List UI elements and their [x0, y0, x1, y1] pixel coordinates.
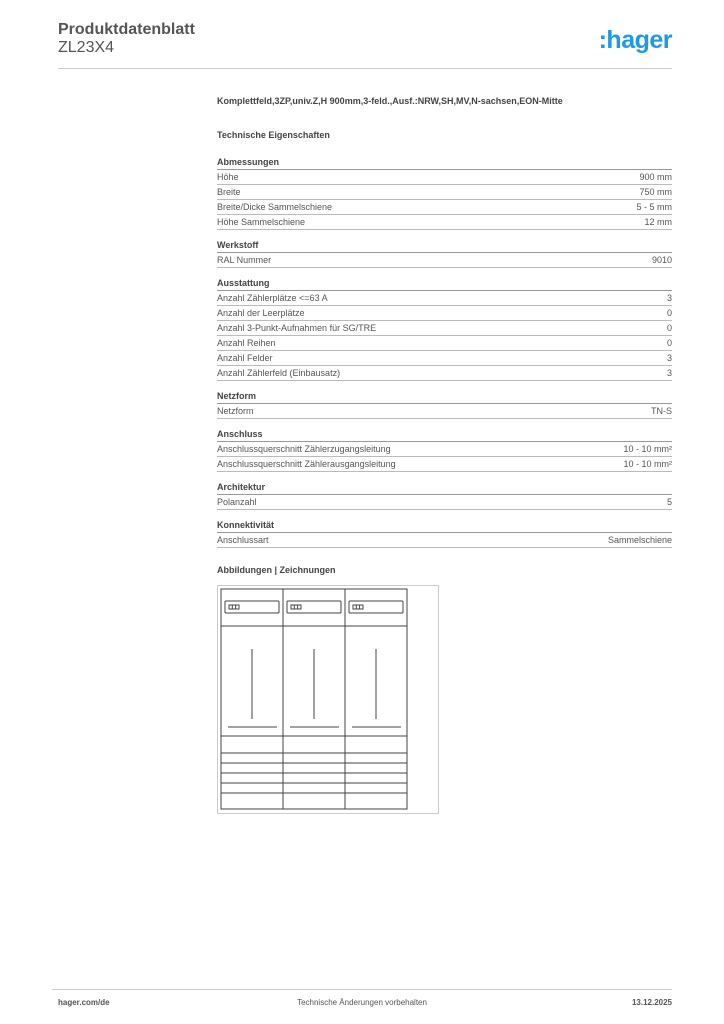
spec-value: 3 — [666, 353, 672, 363]
section-title: Architektur — [217, 481, 672, 495]
footer-date: 13.12.2025 — [631, 998, 672, 1007]
spec-label: Breite/Dicke Sammelschiene — [217, 202, 333, 212]
spec-value: 750 mm — [639, 187, 672, 197]
spec-label: Anzahl der Leerplätze — [217, 308, 305, 318]
spec-row: Anschlussart Sammelschiene — [217, 533, 672, 548]
spec-section: Ausstattung Anzahl Zählerplätze <=63 A 3 An… — [217, 277, 672, 381]
terminal-icon — [352, 604, 364, 610]
spec-row: Anzahl der Leerplätze 0 — [217, 306, 672, 321]
spec-value: 10 - 10 mm² — [623, 444, 672, 454]
spec-row: Polanzahl 5 — [217, 495, 672, 510]
spec-value: 5 - 5 mm — [636, 202, 672, 212]
spec-section: Abmessungen Höhe 900 mm Breite 750 mm Breite/… — [217, 156, 672, 230]
spec-section: Werkstoff RAL Nummer 9010 — [217, 239, 672, 268]
spec-section: Anschluss Anschlussquerschnitt Zählerzuga… — [217, 428, 672, 472]
spec-value: 5 — [666, 497, 672, 507]
meter-label-plate — [224, 600, 280, 614]
spec-row: Breite 750 mm — [217, 185, 672, 200]
spec-row: Anzahl 3-Punkt-Aufnahmen für SG/TRE 0 — [217, 321, 672, 336]
specs-table: Abmessungen Höhe 900 mm Breite 750 mm Breite/… — [217, 156, 672, 557]
spec-label: Anschlussquerschnitt Zählerzugangsleitun… — [217, 444, 391, 454]
spec-row: Anschlussquerschnitt Zählerausgangsleitu… — [217, 457, 672, 472]
spec-value: 0 — [666, 338, 672, 348]
meter-cabinet-drawing — [220, 588, 408, 810]
section-title: Abmessungen — [217, 156, 672, 170]
spec-section: Architektur Polanzahl 5 — [217, 481, 672, 510]
page-title: Produktdatenblatt — [58, 21, 195, 38]
spec-label: Höhe Sammelschiene — [217, 217, 306, 227]
spec-label: Anzahl 3-Punkt-Aufnahmen für SG/TRE — [217, 323, 377, 333]
terminal-icon — [228, 604, 240, 610]
product-drawing — [217, 585, 439, 814]
spec-row: Anzahl Zählerfeld (Einbausatz) 3 — [217, 366, 672, 381]
spec-value: 3 — [666, 368, 672, 378]
spec-row: RAL Nummer 9010 — [217, 253, 672, 268]
spec-label: Anschlussquerschnitt Zählerausgangsleitu… — [217, 459, 396, 469]
footer-notice: Technische Änderungen vorbehalten — [297, 998, 427, 1007]
meter-label-plate — [348, 600, 404, 614]
section-title: Werkstoff — [217, 239, 672, 253]
section-title: Ausstattung — [217, 277, 672, 291]
section-title: Konnektivität — [217, 519, 672, 533]
product-description: Komplettfeld,3ZP,univ.Z,H 900mm,3-feld.,… — [217, 96, 563, 106]
spec-row: Breite/Dicke Sammelschiene 5 - 5 mm — [217, 200, 672, 215]
header-divider — [58, 68, 672, 69]
spec-value: 900 mm — [639, 172, 672, 182]
cabinet-outline — [220, 588, 408, 810]
spec-section: Netzform Netzform TN-S — [217, 390, 672, 419]
spec-label: Breite — [217, 187, 241, 197]
spec-row: Anzahl Felder 3 — [217, 351, 672, 366]
spec-value: 3 — [666, 293, 672, 303]
spec-label: Höhe — [217, 172, 239, 182]
spec-value: 0 — [666, 323, 672, 333]
spec-row: Höhe Sammelschiene 12 mm — [217, 215, 672, 230]
spec-value: Sammelschiene — [607, 535, 672, 545]
section-title: Anschluss — [217, 428, 672, 442]
spec-value: 10 - 10 mm² — [623, 459, 672, 469]
spec-label: Polanzahl — [217, 497, 257, 507]
spec-label: Anzahl Felder — [217, 353, 273, 363]
meter-label-plate — [286, 600, 342, 614]
spec-row: Anzahl Zählerplätze <=63 A 3 — [217, 291, 672, 306]
spec-label: Anzahl Reihen — [217, 338, 276, 348]
footer-website[interactable]: hager.com/de — [58, 998, 110, 1007]
spec-row: Anzahl Reihen 0 — [217, 336, 672, 351]
drawings-heading: Abbildungen | Zeichnungen — [217, 565, 336, 575]
spec-value: 0 — [666, 308, 672, 318]
technical-heading: Technische Eigenschaften — [217, 130, 330, 140]
spec-row: Anschlussquerschnitt Zählerzugangsleitun… — [217, 442, 672, 457]
spec-label: RAL Nummer — [217, 255, 272, 265]
footer-divider — [52, 989, 672, 990]
section-title: Netzform — [217, 390, 672, 404]
spec-row: Netzform TN-S — [217, 404, 672, 419]
spec-label: Netzform — [217, 406, 254, 416]
product-code: ZL23X4 — [58, 39, 115, 56]
spec-value: 9010 — [651, 255, 672, 265]
spec-label: Anzahl Zählerplätze <=63 A — [217, 293, 328, 303]
spec-label: Anzahl Zählerfeld (Einbausatz) — [217, 368, 341, 378]
spec-value: 12 mm — [644, 217, 672, 227]
spec-value: TN-S — [651, 406, 672, 416]
spec-row: Höhe 900 mm — [217, 170, 672, 185]
spec-label: Anschlussart — [217, 535, 269, 545]
hager-logo: :hager — [598, 26, 673, 54]
spec-section: Konnektivität Anschlussart Sammelschiene — [217, 519, 672, 548]
terminal-icon — [290, 604, 302, 610]
